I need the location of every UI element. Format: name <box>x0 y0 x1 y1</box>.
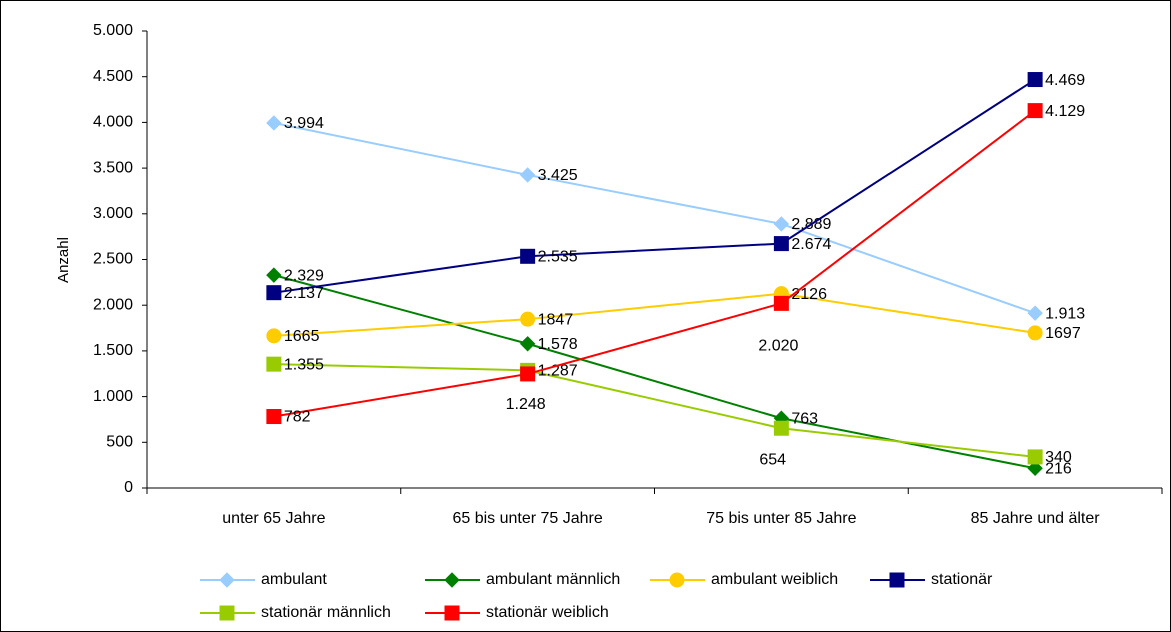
data-label: 1.913 <box>1045 305 1085 322</box>
data-label: 1.355 <box>284 356 324 373</box>
data-point <box>773 236 789 252</box>
legend-label: ambulant männlich <box>486 571 620 588</box>
data-point <box>773 295 789 311</box>
y-tick-label: 1.000 <box>93 388 133 405</box>
legend-label: ambulant weiblich <box>711 571 838 588</box>
data-point <box>266 356 282 372</box>
series-line <box>273 78 1036 294</box>
legend-marker <box>444 572 460 588</box>
y-tick-label: 3.500 <box>93 159 133 176</box>
data-point <box>520 366 536 382</box>
y-tick-label: 4.500 <box>93 68 133 85</box>
data-point <box>773 420 789 436</box>
y-tick-label: 5.000 <box>93 22 133 39</box>
series-line <box>273 109 1036 418</box>
data-point <box>266 115 282 131</box>
data-point <box>1027 103 1043 119</box>
data-label: 1.248 <box>506 396 546 413</box>
data-label: 2.535 <box>538 249 578 266</box>
legend-label: stationär männlich <box>261 604 391 621</box>
data-label: 3.994 <box>284 115 324 132</box>
data-label: 2.137 <box>284 285 324 302</box>
data-label: 4.129 <box>1045 103 1085 120</box>
data-label: 763 <box>791 410 818 427</box>
y-tick-label: 1.500 <box>93 342 133 359</box>
data-label: 4.469 <box>1045 72 1085 89</box>
legend-marker <box>219 605 235 621</box>
data-point <box>520 311 536 327</box>
data-point <box>773 216 790 232</box>
data-label: 216 <box>1045 460 1072 477</box>
data-label: 2.329 <box>284 267 324 284</box>
data-point <box>266 328 282 344</box>
data-label: 2126 <box>791 286 827 303</box>
y-axis-label: Anzahl <box>55 237 72 283</box>
data-label: 340 <box>1045 449 1072 466</box>
legend-label: ambulant <box>261 571 327 588</box>
legend-label: stationär <box>931 571 993 588</box>
y-tick-label: 4.000 <box>93 114 133 131</box>
data-point <box>266 285 282 301</box>
data-point <box>520 248 536 264</box>
legend-label: stationär weiblich <box>486 604 609 621</box>
series-line <box>273 292 1036 337</box>
data-point <box>1027 325 1043 341</box>
x-tick-label: unter 65 Jahre <box>222 510 325 527</box>
data-point <box>1027 305 1043 321</box>
data-label: 2.020 <box>758 338 798 355</box>
data-point <box>266 409 282 425</box>
legend-marker <box>669 572 685 588</box>
data-label: 3.425 <box>538 167 578 184</box>
x-tick-label: 65 bis unter 75 Jahre <box>452 510 602 527</box>
data-point <box>1027 449 1043 465</box>
data-point <box>519 336 536 352</box>
y-tick-label: 3.000 <box>93 205 133 222</box>
x-tick-label: 75 bis unter 85 Jahre <box>706 510 856 527</box>
y-tick-label: 500 <box>106 434 133 451</box>
data-label: 654 <box>759 451 786 468</box>
data-point <box>266 267 282 283</box>
data-point <box>1027 460 1043 476</box>
data-label: 1665 <box>284 328 320 345</box>
data-point <box>1027 72 1043 88</box>
data-label: 1697 <box>1045 325 1081 342</box>
legend-marker <box>444 605 460 621</box>
series-line <box>273 363 1036 458</box>
data-label: 1.578 <box>538 336 578 353</box>
data-point <box>519 167 536 183</box>
y-tick-label: 2.500 <box>93 251 133 268</box>
legend-marker <box>219 572 235 588</box>
y-tick-label: 2.000 <box>93 296 133 313</box>
data-label: 782 <box>284 409 311 426</box>
legend-marker <box>889 572 905 588</box>
data-label: 1.287 <box>538 363 578 380</box>
y-tick-label: 0 <box>124 479 133 496</box>
data-label: 1847 <box>538 311 574 328</box>
data-label: 2.674 <box>791 236 831 253</box>
x-tick-label: 85 Jahre und älter <box>971 510 1101 527</box>
series-line <box>273 121 1036 315</box>
